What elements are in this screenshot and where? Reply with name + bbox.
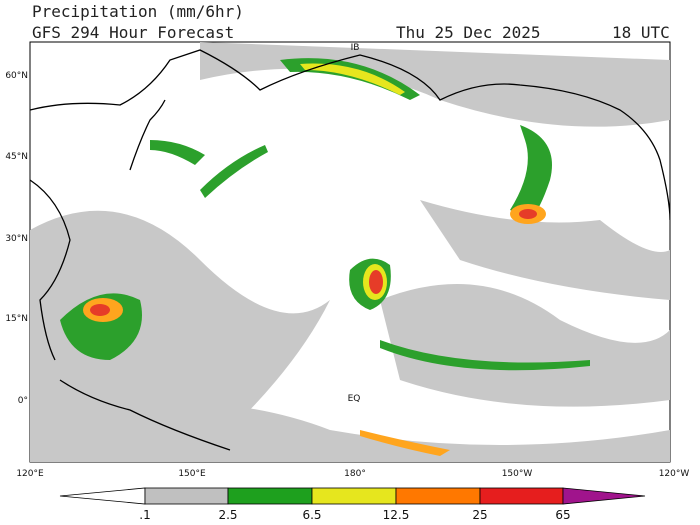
- colorbar-label: 65: [555, 508, 570, 522]
- subtitle: GFS 294 Hour Forecast: [32, 23, 234, 42]
- lon-label: 180°: [344, 469, 366, 479]
- lon-label: 150°E: [178, 469, 206, 479]
- place-label: IB: [351, 43, 360, 53]
- lat-label: 60°N: [5, 71, 28, 81]
- colorbar-label: 2.5: [218, 508, 237, 522]
- lat-label: 30°N: [5, 234, 28, 244]
- colorbar-label: 25: [472, 508, 487, 522]
- lat-label: 45°N: [5, 152, 28, 162]
- coastlines: [30, 49, 670, 451]
- precip-field: [30, 42, 670, 462]
- lon-label: 120°E: [16, 469, 44, 479]
- date: Thu 25 Dec 2025: [396, 23, 541, 42]
- lon-label: 150°W: [502, 469, 533, 479]
- lat-label: 0°: [18, 396, 28, 406]
- colorbar-label: 12.5: [383, 508, 410, 522]
- time: 18 UTC: [612, 23, 670, 42]
- colorbar: [59, 487, 646, 505]
- lat-label: 15°N: [5, 314, 28, 324]
- map-area: IB EQ 60°N 45°N 30°N 15°N 0° 120°E 150°E…: [5, 41, 690, 479]
- colorbar-label: .1: [139, 508, 150, 522]
- place-label: EQ: [348, 394, 361, 404]
- colorbar-label: 6.5: [302, 508, 321, 522]
- lon-label: 120°W: [659, 469, 690, 479]
- title: Precipitation (mm/6hr): [32, 2, 244, 21]
